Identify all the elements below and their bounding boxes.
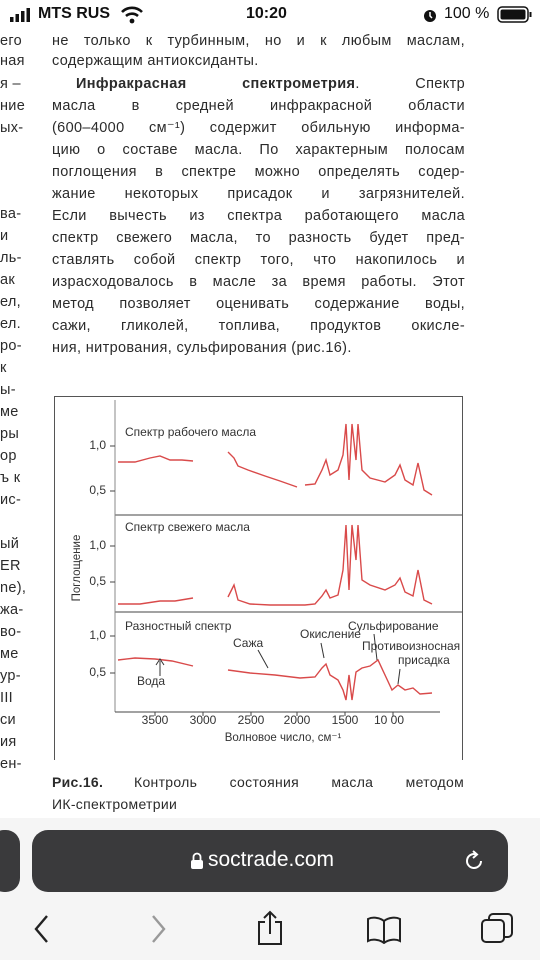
reload-button[interactable] — [462, 849, 486, 873]
column-fragment: жа- — [0, 602, 24, 618]
column-fragment: ен- — [0, 756, 22, 772]
panel-title: Спектр рабочего масла — [125, 425, 256, 439]
panel-title: Разностный спектр — [125, 619, 232, 633]
wifi-icon — [121, 6, 143, 24]
column-fragment: ия — [0, 734, 17, 750]
panel-title: Спектр свежего масла — [125, 520, 250, 534]
x-tick-label: 1500 — [332, 713, 359, 727]
x-tick-label: 3000 — [190, 713, 217, 727]
column-fragment: ме — [0, 646, 19, 662]
column-fragment: ъ к — [0, 470, 21, 486]
column-fragment: ак — [0, 272, 16, 288]
article-line: спектр свежего масла, то разность будет … — [52, 230, 465, 246]
carrier: MTS RUS — [38, 5, 110, 22]
alarm-icon — [424, 10, 436, 22]
annotation-arrows — [155, 633, 401, 685]
y-tick-label: 1,0 — [89, 438, 106, 452]
column-fragment: ис- — [0, 492, 22, 508]
column-fragment: и — [0, 228, 9, 244]
article-line: поглощения в спектре можно определять со… — [52, 164, 465, 180]
article-line: не только к турбинным, но и к любым масл… — [52, 33, 465, 49]
x-tick-label: 2500 — [238, 713, 265, 727]
article-line: Инфракрасная спектрометрия. Спектр — [76, 76, 465, 96]
x-tick-label: 2000 — [284, 713, 311, 727]
article-line: метод позволяет оценивать содержание вод… — [52, 296, 465, 312]
column-fragment: ы- — [0, 382, 16, 398]
article-line: израсходовалось в масле за время работы.… — [52, 274, 465, 290]
article-line: Если вычесть из спектра работающего масл… — [52, 208, 465, 224]
spectra — [117, 423, 433, 701]
status-bar: MTS RUS 10:20 100 % — [0, 0, 540, 30]
column-fragment: ва- — [0, 206, 22, 222]
column-fragment: я – — [0, 76, 21, 92]
y-tick-label: 0,5 — [89, 574, 106, 588]
url: soctrade.com — [208, 848, 335, 871]
column-fragment: ER — [0, 558, 21, 574]
caption-label: Рис.16. — [52, 774, 104, 790]
forward-button[interactable] — [146, 914, 170, 944]
column-fragment: во- — [0, 624, 22, 640]
address-bar[interactable]: soctrade.com — [32, 830, 508, 892]
article-line: содержащим антиоксиданты. — [52, 53, 259, 69]
figure: Спектр рабочего масла 1,0 0,5 Спектр свежег… — [54, 396, 463, 760]
y-tick-label: 1,0 — [89, 628, 106, 642]
article-line: ставлять собой спектр того, что накопило… — [52, 252, 465, 268]
article-line: ния, нитрования, сульфирования (рис.16). — [52, 340, 352, 356]
column-fragment: ры — [0, 426, 20, 442]
annotation: Противоизносная — [362, 639, 460, 653]
browser-toolbar: soctrade.com — [0, 818, 540, 960]
x-tick-label: 3500 — [142, 713, 169, 727]
annotation: присадка — [398, 653, 450, 667]
battery-label: 100 % — [444, 5, 490, 22]
column-fragment: III — [0, 690, 13, 706]
y-tick-label: 1,0 — [89, 538, 106, 552]
article-line: сажи, гликолей, топлива, продуктов окисл… — [52, 318, 465, 334]
column-fragment: ый — [0, 536, 20, 552]
column-fragment: ль- — [0, 250, 22, 266]
annotation: Сажа — [233, 636, 264, 650]
battery-icon — [497, 6, 532, 23]
caption-text: ИК-спектрометрии — [52, 796, 178, 812]
x-axis-label: Волновое число, см⁻¹ — [225, 732, 342, 744]
column-fragment: ел, — [0, 294, 21, 310]
caption-text: Контроль состояния масла методом — [134, 774, 464, 790]
section-heading: Инфракрасная спектрометрия — [76, 76, 356, 92]
column-fragment: ne), — [0, 580, 27, 596]
article-line: жание некоторых присадок и загрязнителей… — [52, 186, 465, 202]
column-fragment: ор — [0, 448, 17, 464]
share-button[interactable] — [255, 910, 285, 946]
x-tick-label: 10 00 — [374, 713, 404, 727]
y-tick-label: 0,5 — [89, 483, 106, 497]
article-line: масла в средней инфракрасной области — [52, 98, 465, 114]
signal-icon — [10, 8, 30, 22]
column-fragment: ро- — [0, 338, 22, 354]
column-fragment: си — [0, 712, 16, 728]
y-axis-label: Поглощение — [71, 535, 83, 602]
annotation: Сульфирование — [348, 619, 439, 633]
column-fragment: ых- — [0, 120, 24, 136]
column-fragment: ная — [0, 53, 25, 69]
bookmarks-button[interactable] — [366, 916, 402, 944]
previous-tab-bar[interactable] — [0, 830, 20, 892]
column-fragment: ел. — [0, 316, 21, 332]
column-fragment: его — [0, 33, 22, 49]
y-tick-label: 0,5 — [89, 665, 106, 679]
column-fragment: к — [0, 360, 7, 376]
column-fragment: ние — [0, 98, 26, 114]
tabs-button[interactable] — [480, 912, 514, 946]
annotation: Вода — [137, 674, 165, 688]
article-line: (600–4000 см⁻¹) содержит обильную информ… — [52, 120, 465, 136]
back-button[interactable] — [30, 914, 54, 944]
annotation: Окисление — [300, 627, 361, 641]
clock: 10:20 — [246, 5, 287, 22]
article-text: . Спектр — [355, 76, 465, 92]
article-line: цию о составе масла. По характерным поло… — [52, 142, 465, 158]
column-fragment: ур- — [0, 668, 21, 684]
lock-icon — [191, 852, 203, 869]
column-fragment: ме — [0, 404, 19, 420]
